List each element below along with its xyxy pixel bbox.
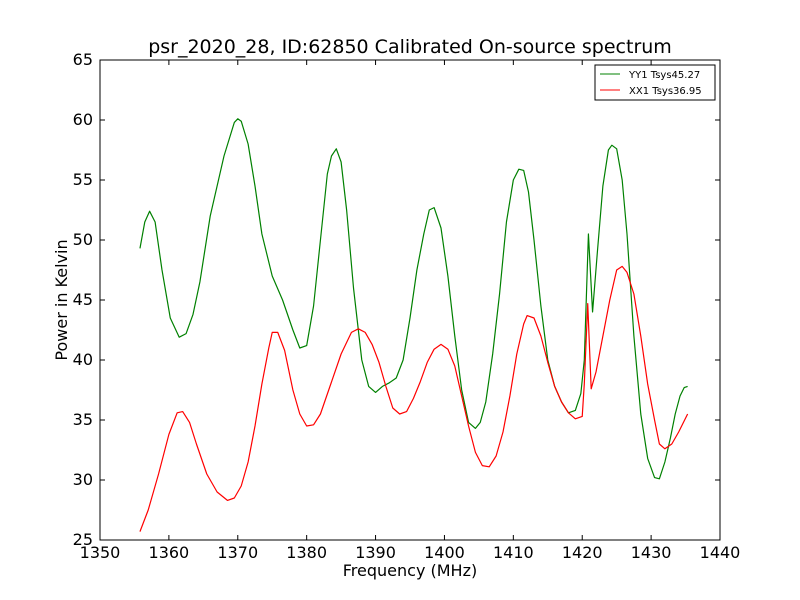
y-tick-label: 50 xyxy=(73,230,93,249)
legend-label-yy1: YY1 Tsys45.27 xyxy=(628,70,700,81)
x-tick-label: 1350 xyxy=(80,543,121,562)
series-layer xyxy=(139,118,689,532)
series-line-xx1 xyxy=(139,265,689,532)
plot-area: 1350 1360 1370 1380 1390 1400 1410 1420 1430 1440… xyxy=(73,50,741,562)
x-axis: 1350 1360 1370 1380 1390 1400 1410 1420 1430 1440 xyxy=(80,60,741,562)
chart-title: psr_2020_28, ID:62850 Calibrated On-sour… xyxy=(148,36,672,58)
y-tick-label: 45 xyxy=(73,290,93,309)
series-line-yy1 xyxy=(139,118,688,480)
legend: YY1 Tsys45.27 XX1 Tsys36.95 xyxy=(594,64,716,101)
x-tick-label: 1440 xyxy=(700,543,741,562)
x-axis-label: Frequency (MHz) xyxy=(343,561,477,580)
y-tick-label: 35 xyxy=(73,410,93,429)
x-tick-label: 1410 xyxy=(493,543,534,562)
x-tick-label: 1360 xyxy=(149,543,190,562)
x-tick-label: 1420 xyxy=(562,543,603,562)
y-axis-label: Power in Kelvin xyxy=(52,239,71,360)
y-tick-label: 25 xyxy=(73,530,93,549)
y-axis: 25 30 35 40 45 50 55 60 65 xyxy=(73,50,720,549)
x-tick-label: 1380 xyxy=(286,543,327,562)
x-tick-label: 1390 xyxy=(355,543,396,562)
x-tick-label: 1430 xyxy=(631,543,672,562)
y-tick-label: 40 xyxy=(73,350,93,369)
x-tick-label: 1400 xyxy=(424,543,465,562)
y-tick-label: 30 xyxy=(73,470,93,489)
legend-label-xx1: XX1 Tsys36.95 xyxy=(629,86,702,97)
x-tick-label: 1370 xyxy=(217,543,258,562)
y-tick-label: 60 xyxy=(73,110,93,129)
y-tick-label: 55 xyxy=(73,170,93,189)
y-tick-label: 65 xyxy=(73,50,93,69)
legend-box xyxy=(594,64,716,101)
